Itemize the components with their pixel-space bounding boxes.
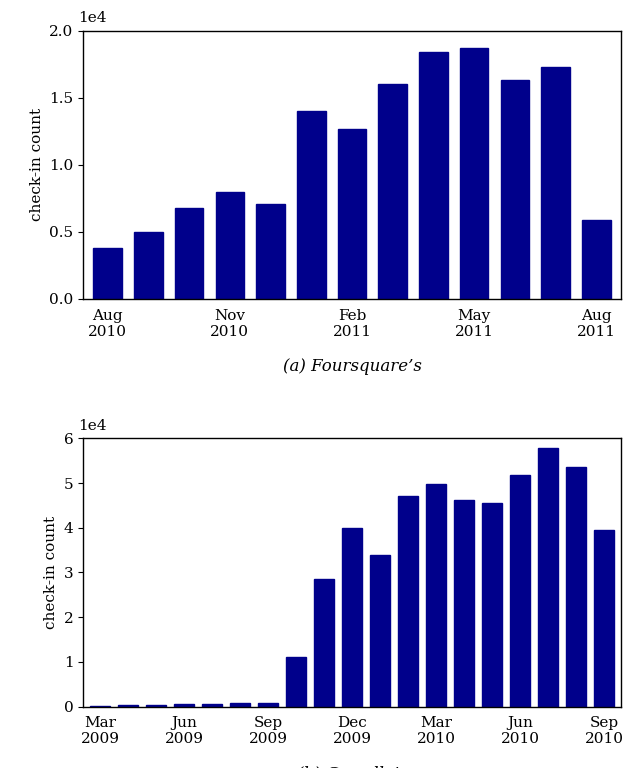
Text: (b) Gowalla’s: (b) Gowalla’s: [297, 766, 407, 768]
Bar: [460, 48, 488, 299]
Bar: [541, 67, 570, 299]
Bar: [454, 500, 474, 707]
Bar: [256, 204, 285, 299]
Bar: [419, 52, 448, 299]
Bar: [566, 468, 586, 707]
Bar: [216, 192, 244, 299]
Bar: [174, 704, 194, 707]
Bar: [378, 84, 407, 299]
Bar: [314, 579, 334, 707]
Bar: [146, 705, 166, 707]
Y-axis label: check-in count: check-in count: [29, 108, 44, 221]
Text: 1e4: 1e4: [78, 12, 106, 25]
Text: (a) Foursquare’s: (a) Foursquare’s: [283, 358, 421, 375]
Bar: [426, 484, 446, 707]
Bar: [134, 232, 163, 299]
Bar: [230, 703, 250, 707]
Bar: [118, 705, 138, 707]
Bar: [510, 475, 530, 707]
Bar: [398, 496, 418, 707]
Bar: [370, 555, 390, 707]
Bar: [93, 248, 122, 299]
Bar: [482, 503, 502, 707]
Bar: [500, 81, 529, 299]
Bar: [338, 128, 366, 299]
Bar: [286, 657, 306, 707]
Bar: [538, 449, 558, 707]
Bar: [258, 703, 278, 707]
Bar: [90, 706, 110, 707]
Text: 1e4: 1e4: [78, 419, 106, 433]
Bar: [202, 704, 222, 707]
Bar: [582, 220, 611, 299]
Bar: [594, 530, 614, 707]
Y-axis label: check-in count: check-in count: [44, 516, 58, 629]
Bar: [175, 207, 204, 299]
Bar: [342, 528, 362, 707]
Bar: [297, 111, 326, 299]
